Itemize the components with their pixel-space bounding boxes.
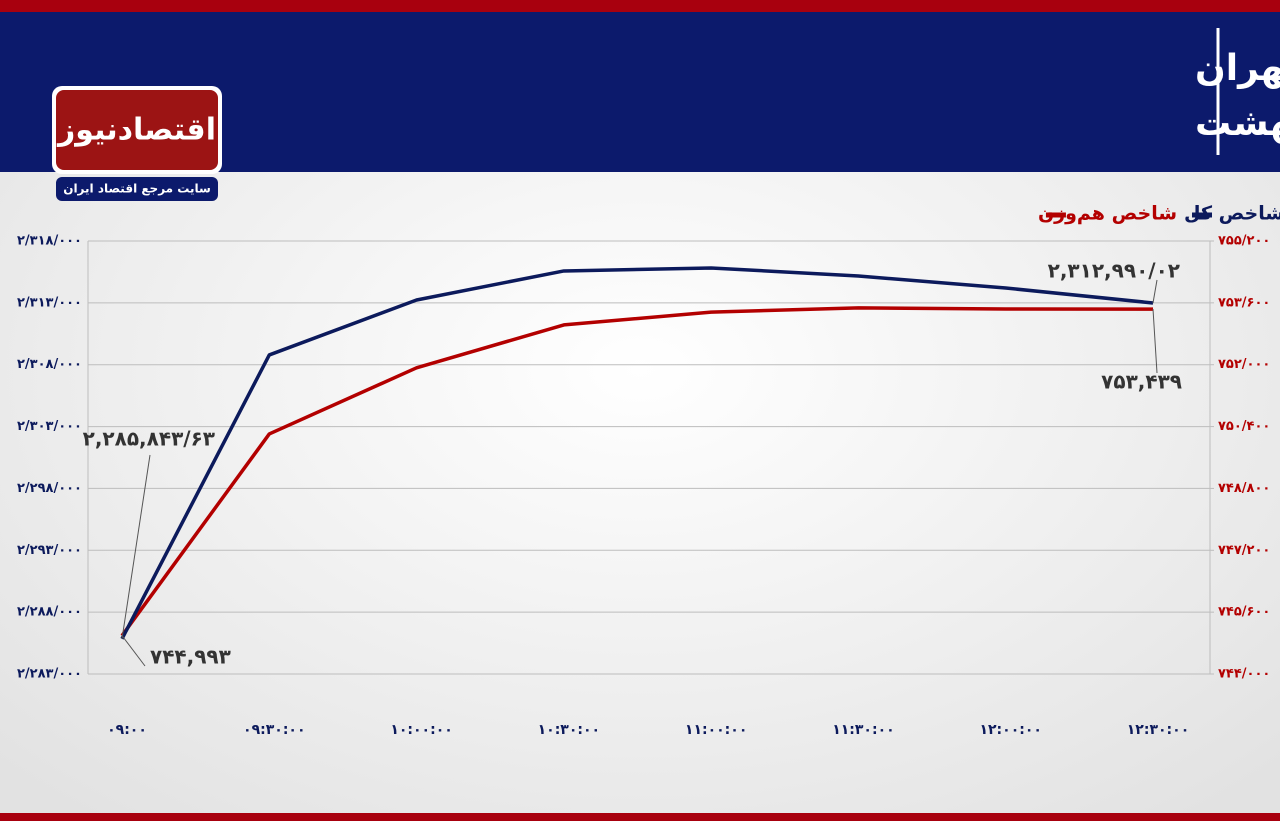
top-strip (0, 0, 1280, 12)
y2-tick-label: ۷۴۸/۸۰۰ (1218, 481, 1270, 496)
legend-label: شاخص هم‌وزن (1038, 203, 1177, 225)
x-tick-label: ۱۱:۳۰:۰۰ (832, 722, 894, 738)
y-tick-label: ۲/۲۸۸/۰۰۰ (17, 605, 82, 620)
y-tick-label: ۲/۳۰۳/۰۰۰ (17, 419, 82, 434)
data-label: ۲,۳۱۲,۹۹۰/۰۲ (1048, 259, 1180, 283)
logo-text: اقتصادنیوز (56, 113, 216, 148)
y2-tick-label: ۷۴۷/۲۰۰ (1218, 543, 1270, 558)
data-label: ۷۵۳,۴۳۹ (1101, 370, 1182, 394)
y2-tick-label: ۷۵۰/۴۰۰ (1218, 419, 1270, 434)
data-label: ۷۴۴,۹۹۳ (150, 645, 231, 669)
title: روند ساعتی شاخص کل و هم‌وزن بورس تهران (1195, 48, 1280, 89)
data-label: ۲,۲۸۵,۸۴۳/۶۳ (83, 427, 215, 451)
x-tick-label: ۱۲:۳۰:۰۰ (1127, 722, 1189, 738)
y-tick-label: ۲/۳۰۸/۰۰۰ (17, 357, 82, 372)
leader-line (121, 635, 146, 667)
y2-tick-label: ۷۵۲/۰۰۰ (1218, 357, 1270, 372)
leader-line (1152, 309, 1158, 374)
subtitle: یکشنبه ۲ اردیبهشت (1195, 103, 1280, 144)
y2-tick-label: ۷۵۳/۶۰۰ (1218, 295, 1270, 310)
chart: ۲/۲۸۳/۰۰۰ ۲/۲۸۸/۰۰۰ ۲/۲۹۳/۰۰۰ ۲/۲۹۸/۰۰۰ ۲/۳۰… (17, 203, 1280, 739)
x-tick-label: ۱۲:۰۰:۰۰ (979, 722, 1041, 738)
series-line (120, 266, 1154, 640)
y2-tick-label: ۷۴۴/۰۰۰ (1218, 667, 1270, 682)
x-tick-label: ۰۹:۳۰:۰۰ (243, 722, 305, 738)
logo-box (56, 90, 218, 170)
x-tick-label: ۰۹:۰۰ (107, 722, 147, 738)
y-tick-label: ۲/۲۹۳/۰۰۰ (17, 543, 82, 558)
y-tick-label: ۲/۳۱۳/۰۰۰ (17, 295, 82, 310)
tagline: سایت مرجع اقتصاد ایران (63, 182, 211, 196)
x-tick-label: ۱۰:۰۰:۰۰ (390, 722, 452, 738)
x-tick-label: ۱۱:۰۰:۰۰ (685, 722, 747, 738)
y2-tick-label: ۷۵۵/۲۰۰ (1218, 234, 1270, 249)
y2-tick-label: ۷۴۵/۶۰۰ (1218, 605, 1270, 620)
y-tick-label: ۲/۲۹۸/۰۰۰ (17, 481, 82, 496)
legend-label: شاخص کل (1184, 203, 1280, 225)
bottom-strip (0, 813, 1280, 821)
leader-line (121, 454, 151, 639)
series-line (120, 306, 1154, 637)
y-tick-label: ۲/۲۸۳/۰۰۰ (17, 667, 82, 682)
y-tick-label: ۲/۳۱۸/۰۰۰ (17, 234, 82, 249)
x-tick-label: ۱۰:۳۰:۰۰ (538, 722, 600, 738)
tagline-box (56, 177, 218, 201)
leader-line (1152, 279, 1158, 304)
